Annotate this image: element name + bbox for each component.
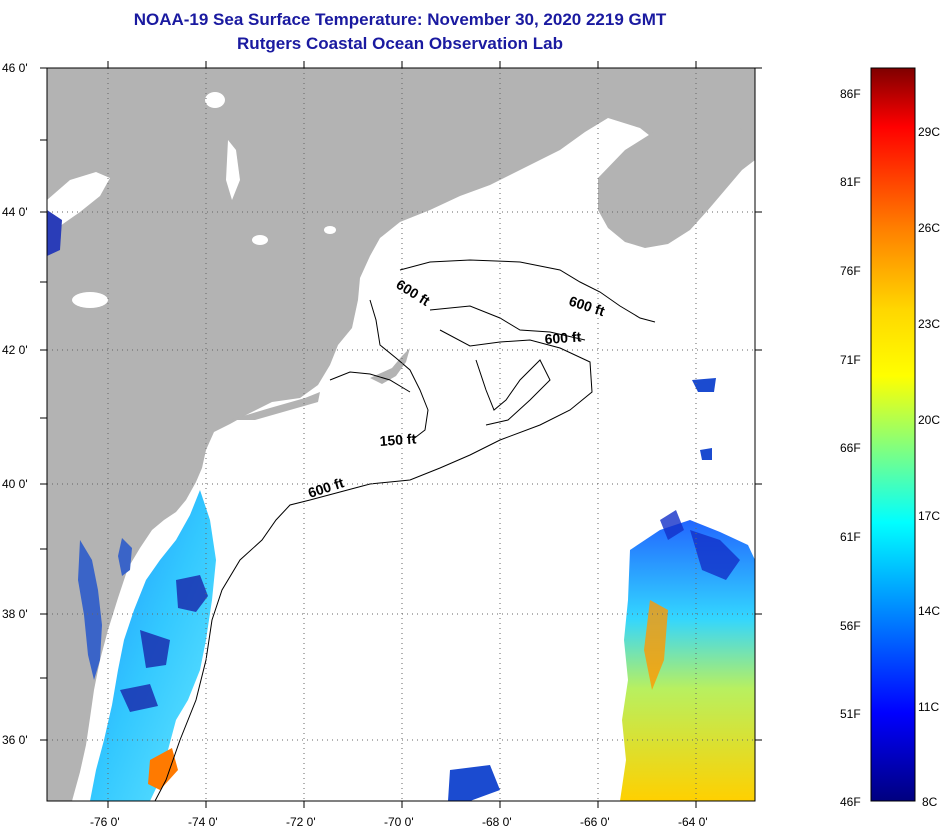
land-us-mainland xyxy=(47,68,755,801)
lake-small-2 xyxy=(252,235,268,245)
cb-f-56: 56F xyxy=(840,619,861,633)
land-long-island xyxy=(230,392,320,420)
lat-label-44: 44 0' xyxy=(2,205,28,219)
cb-c-8: 8C xyxy=(922,795,938,809)
lat-label-42: 42 0' xyxy=(2,343,28,357)
lake-small-1 xyxy=(324,226,336,234)
cb-f-66: 66F xyxy=(840,441,861,455)
sst-patch-coastal-dark xyxy=(120,575,208,712)
lon-label-76: -76 0' xyxy=(90,815,120,829)
graticule xyxy=(47,68,755,801)
cb-c-23: 23C xyxy=(918,317,940,331)
lon-label-74: -74 0' xyxy=(188,815,218,829)
colorbar xyxy=(870,67,916,802)
cb-f-46: 46F xyxy=(840,795,861,809)
title-line-2: Rutgers Coastal Ocean Observation Lab xyxy=(237,34,563,53)
lake-finger xyxy=(72,292,108,308)
land-nova-scotia xyxy=(598,112,755,248)
cb-f-71: 71F xyxy=(840,353,861,367)
cb-f-51: 51F xyxy=(840,707,861,721)
lake-champlain-north xyxy=(205,92,225,108)
cb-f-76: 76F xyxy=(840,264,861,278)
lake-ontario-sst xyxy=(47,210,62,256)
chesapeake-bay xyxy=(78,540,102,680)
lon-label-66: -66 0' xyxy=(580,815,610,829)
cb-c-17: 17C xyxy=(918,509,940,523)
lat-label-46: 46 0' xyxy=(2,61,28,75)
lon-label-72: -72 0' xyxy=(286,815,316,829)
lake-ontario xyxy=(47,172,110,232)
cb-c-29: 29C xyxy=(918,125,940,139)
depth-label-shelf-150: 150 ft xyxy=(379,430,417,449)
cb-c-14: 14C xyxy=(918,604,940,618)
delaware-bay xyxy=(118,538,132,576)
lon-label-64: -64 0' xyxy=(678,815,708,829)
lat-label-40: 40 0' xyxy=(2,477,28,491)
cb-c-26: 26C xyxy=(918,221,940,235)
cb-f-61: 61F xyxy=(840,530,861,544)
lon-label-70: -70 0' xyxy=(384,815,414,829)
lon-label-68: -68 0' xyxy=(482,815,512,829)
cb-f-86: 86F xyxy=(840,87,861,101)
lake-champlain xyxy=(226,140,240,200)
lon-ticks xyxy=(107,61,697,808)
map-frame xyxy=(46,67,756,802)
title-line-1: NOAA-19 Sea Surface Temperature: Novembe… xyxy=(133,10,667,29)
sst-patch-offshore xyxy=(620,520,755,801)
cb-c-20: 20C xyxy=(918,413,940,427)
cb-f-81: 81F xyxy=(840,175,861,189)
sst-patch-gulf-stream xyxy=(644,600,668,690)
sst-patch-hatteras-warm xyxy=(148,748,178,790)
lat-ticks xyxy=(40,67,762,741)
sst-patch-offshore-dark xyxy=(660,510,740,580)
depth-label-georges-600: 600 ft xyxy=(544,328,582,347)
land-cape-cod xyxy=(370,348,410,384)
cb-c-11: 11C xyxy=(918,700,939,714)
bathymetry-contours xyxy=(154,259,656,801)
lat-label-36: 36 0' xyxy=(2,733,28,747)
lat-label-38: 38 0' xyxy=(2,607,28,621)
